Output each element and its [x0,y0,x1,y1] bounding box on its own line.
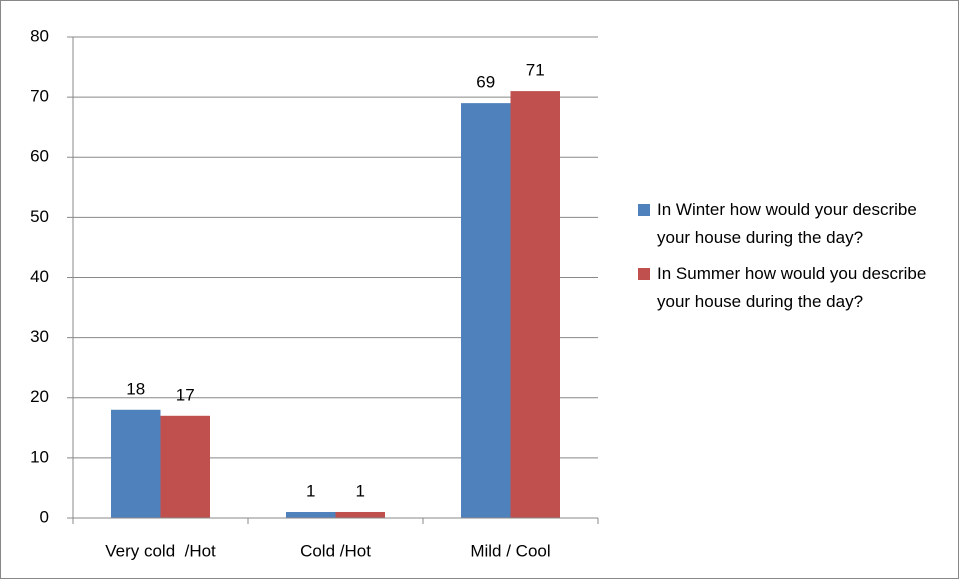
legend: In Winter how would your describe your h… [638,196,948,324]
bar [510,91,560,519]
y-tick-label: 80 [30,26,49,45]
x-tick-label: Cold /Hot [300,541,371,560]
bar [111,409,161,518]
data-label: 71 [526,61,545,80]
y-tick-label: 20 [30,387,49,406]
y-tick-label: 30 [30,327,49,346]
legend-label: In Summer how would you describe your ho… [657,264,927,311]
y-tick-label: 60 [30,147,49,166]
x-tick-label: Mild / Cool [470,541,550,560]
bar [335,511,385,518]
y-tick-label: 50 [30,207,49,226]
legend-swatch [638,204,650,216]
bar [286,511,336,518]
data-label: 1 [306,481,315,500]
data-label: 18 [126,379,145,398]
legend-label: In Winter how would your describe your h… [657,200,917,247]
legend-swatch [638,268,650,280]
y-tick-label: 70 [30,87,49,106]
data-label: 69 [476,73,495,92]
x-tick-label: Very cold /Hot [105,541,216,560]
legend-entry: In Winter how would your describe your h… [638,196,948,252]
data-label: 17 [176,385,195,404]
bar [160,415,210,518]
legend-entry: In Summer how would you describe your ho… [638,260,948,316]
data-label: 1 [356,481,365,500]
y-tick-label: 40 [30,267,49,286]
y-tick-label: 0 [40,507,49,526]
y-tick-label: 10 [30,447,49,466]
bar [461,103,511,518]
